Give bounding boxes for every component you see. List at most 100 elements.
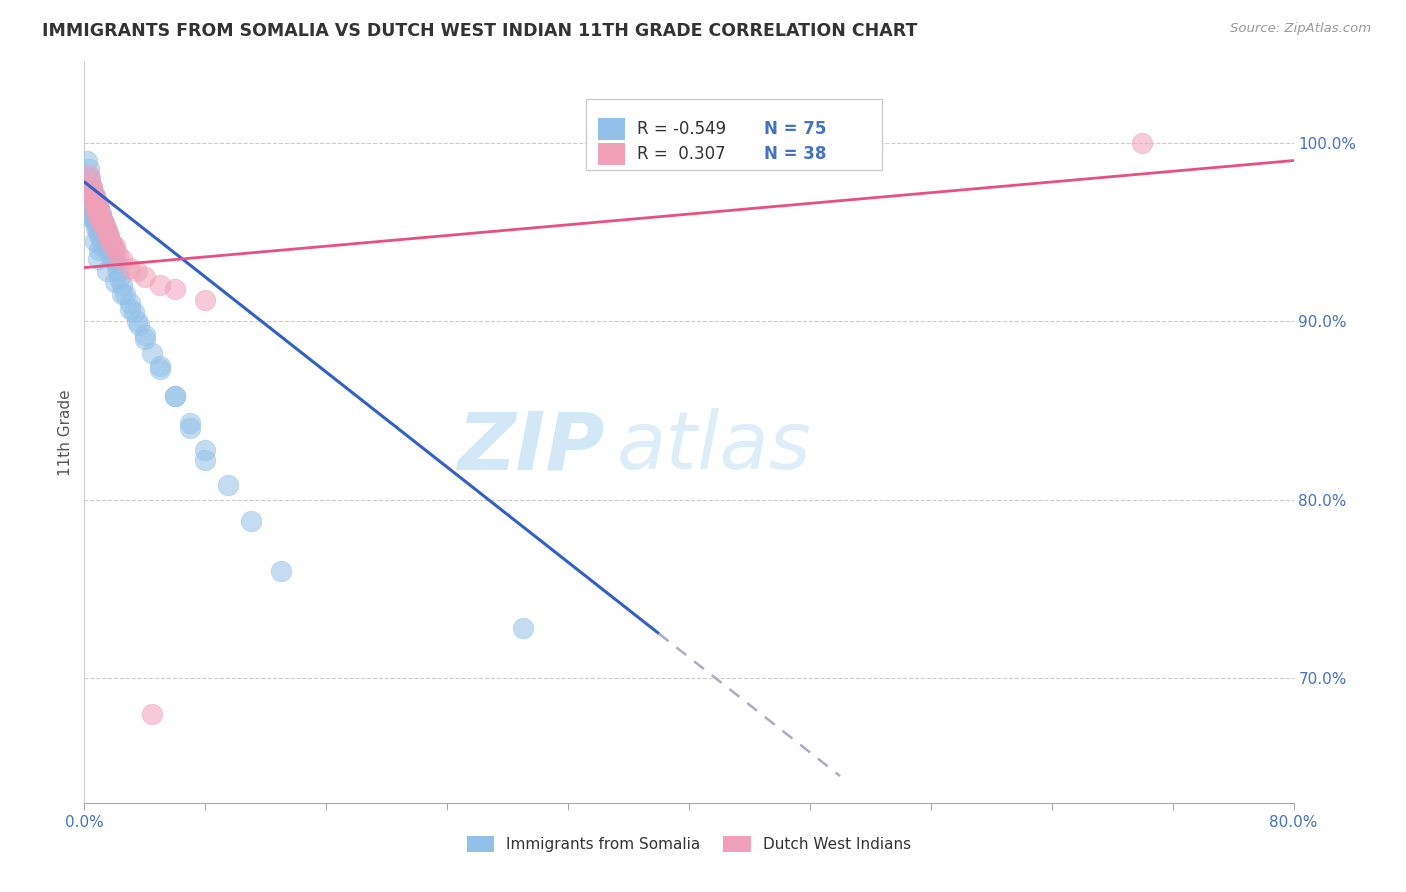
Point (118, 301, 141, 316)
Point (239, 514, 262, 528)
Point (128, 318, 150, 332)
Bar (586, 99, 883, 169)
Point (104, 239, 127, 253)
Y-axis label: 11th Grade: 11th Grade (58, 389, 73, 476)
Point (82, 189, 104, 203)
Point (87, 207, 110, 221)
Point (94, 221, 117, 235)
Point (94, 235, 117, 250)
Point (111, 278, 134, 293)
Point (86, 203, 108, 218)
Point (84, 198, 107, 212)
Point (89, 202, 111, 216)
Point (134, 269, 156, 284)
Point (89, 202, 111, 216)
Point (100, 239, 122, 253)
Point (82, 198, 104, 212)
Point (100, 252, 122, 266)
Point (217, 478, 239, 492)
Point (87, 225, 110, 239)
Point (194, 442, 217, 457)
Point (96, 225, 118, 239)
Point (86, 193, 108, 207)
Point (1130, 136, 1153, 150)
Point (82, 193, 104, 207)
Point (104, 243, 127, 257)
Point (90, 221, 112, 235)
Point (96, 228, 118, 243)
Point (108, 271, 131, 285)
Point (91, 212, 114, 227)
Point (91, 239, 114, 253)
Point (90, 207, 112, 221)
Point (89, 211, 111, 225)
Point (80, 211, 103, 225)
Point (96, 239, 118, 253)
Point (84, 216, 107, 230)
Point (107, 248, 129, 262)
Text: N = 75: N = 75 (763, 120, 827, 138)
Point (91, 212, 114, 227)
Point (96, 264, 118, 278)
Point (134, 332, 156, 346)
Point (165, 282, 187, 296)
Point (93, 216, 115, 230)
Point (77, 180, 100, 194)
Point (149, 278, 172, 293)
Point (91, 225, 114, 239)
Legend: Immigrants from Somalia, Dutch West Indians: Immigrants from Somalia, Dutch West Indi… (460, 830, 918, 858)
Point (90, 207, 112, 221)
Point (141, 346, 163, 360)
Point (82, 186, 104, 200)
Point (77, 168, 100, 182)
Text: Source: ZipAtlas.com: Source: ZipAtlas.com (1230, 22, 1371, 36)
Point (87, 198, 110, 212)
Point (80, 193, 103, 207)
Point (104, 275, 127, 289)
Point (82, 211, 104, 225)
Point (90, 234, 112, 248)
Point (79, 171, 101, 186)
Point (100, 237, 122, 252)
Point (86, 221, 108, 235)
Point (87, 212, 110, 227)
Bar (599, 118, 624, 140)
Text: N = 38: N = 38 (763, 145, 827, 163)
Point (79, 175, 101, 189)
Point (98, 234, 121, 248)
Point (101, 243, 124, 257)
Point (105, 257, 128, 271)
Text: atlas: atlas (616, 409, 811, 486)
Point (104, 252, 127, 266)
Point (97, 230, 120, 244)
Text: R = -0.549: R = -0.549 (637, 120, 725, 138)
Point (77, 162, 100, 177)
Point (97, 243, 120, 257)
Point (87, 252, 110, 266)
Point (122, 305, 145, 319)
Point (118, 296, 141, 310)
Point (97, 228, 120, 243)
Point (89, 211, 111, 225)
Point (87, 198, 110, 212)
Point (134, 328, 156, 343)
Point (93, 230, 115, 244)
Point (165, 389, 187, 403)
Point (127, 264, 149, 278)
Point (84, 203, 107, 218)
Point (80, 180, 103, 194)
Point (93, 216, 115, 230)
Point (118, 260, 141, 275)
Point (94, 221, 117, 235)
Point (111, 252, 134, 266)
Point (111, 287, 134, 301)
Point (86, 202, 108, 216)
Point (89, 243, 111, 257)
Point (84, 234, 107, 248)
Text: ZIP: ZIP (457, 409, 605, 486)
Point (179, 421, 201, 435)
Point (98, 248, 121, 262)
Point (194, 453, 217, 467)
Point (80, 180, 103, 194)
Point (82, 186, 104, 200)
